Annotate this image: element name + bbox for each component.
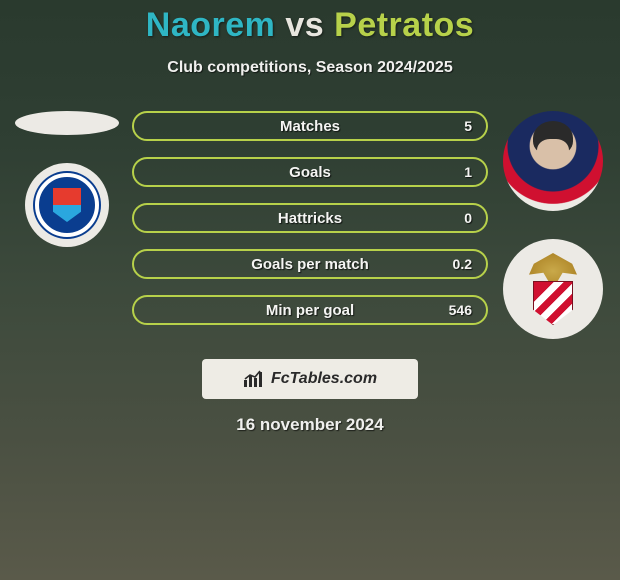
stat-label: Min per goal xyxy=(266,302,354,319)
stat-label: Hattricks xyxy=(278,210,342,227)
stat-value-right: 0 xyxy=(464,210,472,226)
date-text: 16 november 2024 xyxy=(0,415,620,435)
page-title: Naorem vs Petratos xyxy=(0,0,620,45)
stat-bar: Min per goal 546 xyxy=(132,295,488,325)
brand-badge: FcTables.com xyxy=(202,359,418,399)
player2-club-crest xyxy=(503,239,603,339)
stat-label: Goals per match xyxy=(251,256,369,273)
stat-bar: Goals 1 xyxy=(132,157,488,187)
stat-value-right: 5 xyxy=(464,118,472,134)
right-side xyxy=(494,111,612,339)
stat-value-right: 546 xyxy=(449,302,472,318)
stat-value-right: 0.2 xyxy=(453,256,472,272)
brand-chart-icon xyxy=(243,370,265,388)
brand-text: FcTables.com xyxy=(271,370,377,388)
stat-value-right: 1 xyxy=(464,164,472,180)
subtitle: Club competitions, Season 2024/2025 xyxy=(0,59,620,77)
title-player2: Petratos xyxy=(334,6,474,44)
left-side xyxy=(8,111,126,247)
stat-label: Matches xyxy=(280,118,340,135)
stats-bars: Matches 5 Goals 1 Hattricks 0 Goals per match 0… xyxy=(126,111,494,325)
main-row: Matches 5 Goals 1 Hattricks 0 Goals per match 0… xyxy=(0,111,620,339)
content-root: Naorem vs Petratos Club competitions, Se… xyxy=(0,0,620,435)
title-vs: vs xyxy=(285,6,324,44)
stat-label: Goals xyxy=(289,164,331,181)
player1-photo xyxy=(15,111,119,135)
player2-photo xyxy=(503,111,603,211)
stat-bar: Goals per match 0.2 xyxy=(132,249,488,279)
title-player1: Naorem xyxy=(146,6,276,44)
player1-club-crest xyxy=(25,163,109,247)
stat-bar: Hattricks 0 xyxy=(132,203,488,233)
stat-bar: Matches 5 xyxy=(132,111,488,141)
